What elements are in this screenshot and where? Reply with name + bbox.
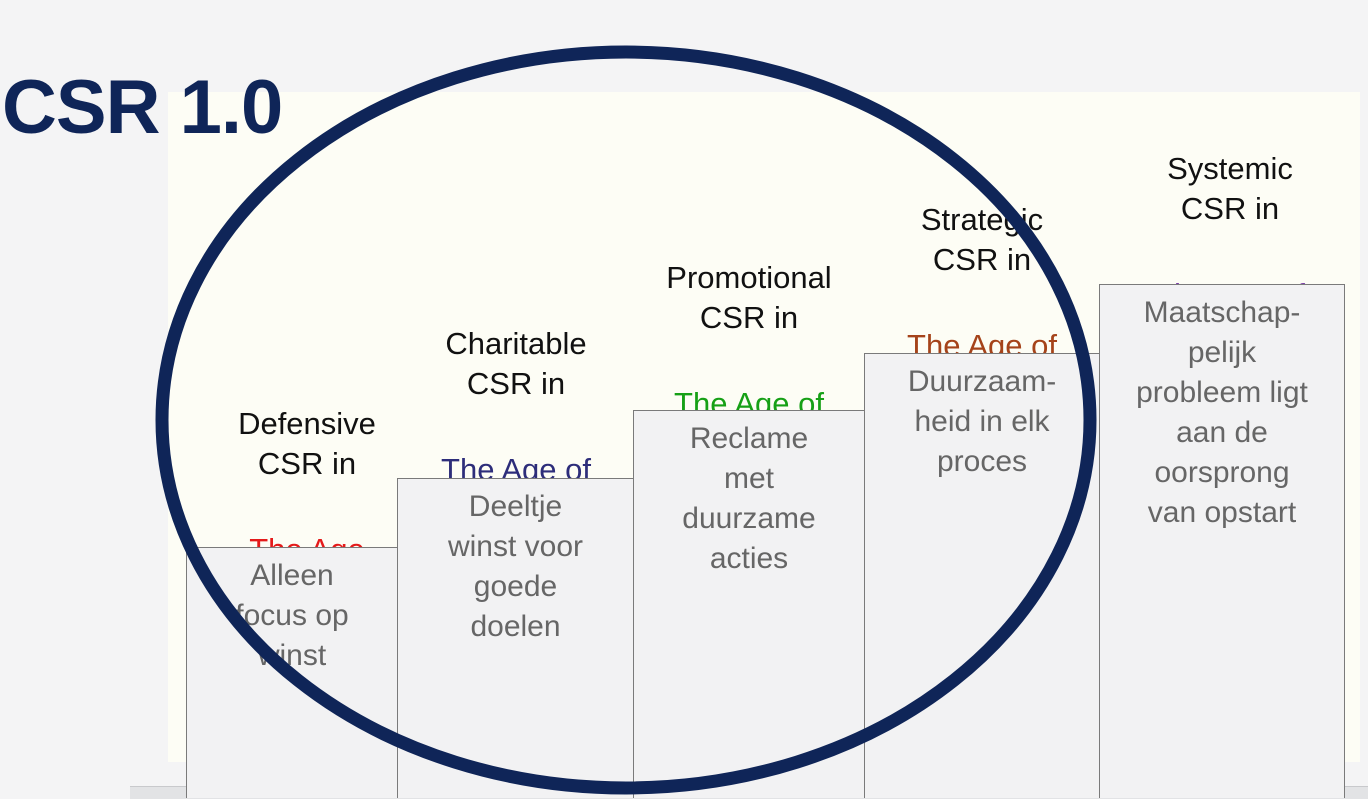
stage-promotional-csr-label: Promotional CSR in bbox=[666, 260, 832, 335]
stage-defensive-csr-label: Defensive CSR in bbox=[238, 406, 376, 481]
stage-strategic-description: Duurzaam- heid in elk proces bbox=[907, 365, 1057, 478]
slide-title: CSR 1.0 bbox=[2, 65, 283, 150]
stage-systemic-step: Maatschap- pelijk probleem ligt aan de o… bbox=[1099, 284, 1345, 798]
stage-charitable-description: Deeltje winst voor goede doelen bbox=[447, 490, 584, 643]
stage-strategic-csr-label: Strategic CSR in bbox=[920, 202, 1044, 277]
stage-strategic-step: Duurzaam- heid in elk proces bbox=[864, 353, 1100, 798]
stage-systemic-description: Maatschap- pelijk probleem ligt aan de o… bbox=[1136, 296, 1308, 529]
stage-charitable-csr-label: Charitable CSR in bbox=[445, 326, 587, 401]
stage-promotional-step: Reclame met duurzame acties bbox=[633, 410, 865, 798]
stage-defensive-step: Alleen focus op winst bbox=[186, 547, 398, 798]
stage-promotional-description: Reclame met duurzame acties bbox=[682, 422, 816, 575]
stage-defensive-description: Alleen focus op winst bbox=[235, 559, 349, 672]
stage-systemic-csr-label: Systemic CSR in bbox=[1167, 151, 1293, 226]
stage-charitable-step: Deeltje winst voor goede doelen bbox=[397, 478, 634, 798]
